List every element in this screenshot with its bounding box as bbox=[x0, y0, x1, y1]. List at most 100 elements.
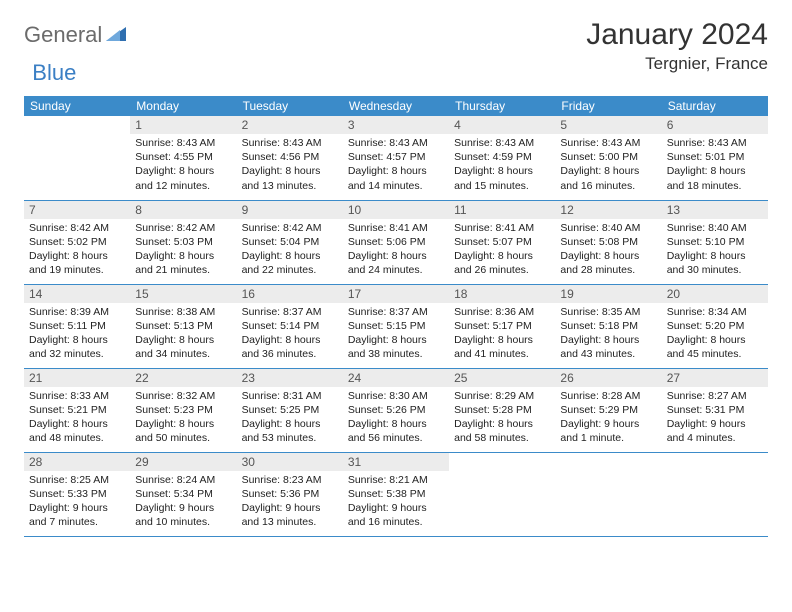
sunset-text: Sunset: 5:01 PM bbox=[667, 150, 763, 164]
calendar-day-cell: 23Sunrise: 8:31 AMSunset: 5:25 PMDayligh… bbox=[237, 368, 343, 452]
sunset-text: Sunset: 4:55 PM bbox=[135, 150, 231, 164]
sunrise-text: Sunrise: 8:42 AM bbox=[29, 221, 125, 235]
sunrise-text: Sunrise: 8:25 AM bbox=[29, 473, 125, 487]
daylight-text-1: Daylight: 8 hours bbox=[242, 333, 338, 347]
sunrise-text: Sunrise: 8:39 AM bbox=[29, 305, 125, 319]
daylight-text-1: Daylight: 9 hours bbox=[29, 501, 125, 515]
daylight-text-1: Daylight: 8 hours bbox=[667, 249, 763, 263]
calendar-day-cell: 27Sunrise: 8:27 AMSunset: 5:31 PMDayligh… bbox=[662, 368, 768, 452]
day-number: 16 bbox=[237, 285, 343, 303]
sunrise-text: Sunrise: 8:31 AM bbox=[242, 389, 338, 403]
calendar-day-cell: 28Sunrise: 8:25 AMSunset: 5:33 PMDayligh… bbox=[24, 452, 130, 536]
calendar-week-row: 28Sunrise: 8:25 AMSunset: 5:33 PMDayligh… bbox=[24, 452, 768, 536]
sunrise-text: Sunrise: 8:23 AM bbox=[242, 473, 338, 487]
daylight-text-2: and 34 minutes. bbox=[135, 347, 231, 361]
title-block: January 2024 Tergnier, France bbox=[586, 18, 768, 74]
day-number: 21 bbox=[24, 369, 130, 387]
sunset-text: Sunset: 5:33 PM bbox=[29, 487, 125, 501]
sunset-text: Sunset: 5:29 PM bbox=[560, 403, 656, 417]
sunrise-text: Sunrise: 8:43 AM bbox=[242, 136, 338, 150]
weekday-header: Thursday bbox=[449, 96, 555, 116]
daylight-text-1: Daylight: 8 hours bbox=[29, 333, 125, 347]
day-number: 28 bbox=[24, 453, 130, 471]
daylight-text-1: Daylight: 8 hours bbox=[29, 417, 125, 431]
sunrise-text: Sunrise: 8:24 AM bbox=[135, 473, 231, 487]
day-data: Sunrise: 8:34 AMSunset: 5:20 PMDaylight:… bbox=[662, 303, 768, 366]
daylight-text-2: and 45 minutes. bbox=[667, 347, 763, 361]
day-number: 24 bbox=[343, 369, 449, 387]
location: Tergnier, France bbox=[586, 54, 768, 74]
daylight-text-1: Daylight: 8 hours bbox=[560, 249, 656, 263]
logo-text-general: General bbox=[24, 22, 102, 48]
sunrise-text: Sunrise: 8:32 AM bbox=[135, 389, 231, 403]
day-data: Sunrise: 8:43 AMSunset: 4:57 PMDaylight:… bbox=[343, 134, 449, 197]
day-number: 20 bbox=[662, 285, 768, 303]
calendar-day-cell: 9Sunrise: 8:42 AMSunset: 5:04 PMDaylight… bbox=[237, 200, 343, 284]
sunset-text: Sunset: 5:14 PM bbox=[242, 319, 338, 333]
calendar-page: General January 2024 Tergnier, France Ge… bbox=[0, 0, 792, 555]
day-data: Sunrise: 8:43 AMSunset: 4:55 PMDaylight:… bbox=[130, 134, 236, 197]
calendar-week-row: 1Sunrise: 8:43 AMSunset: 4:55 PMDaylight… bbox=[24, 116, 768, 200]
sunset-text: Sunset: 5:21 PM bbox=[29, 403, 125, 417]
sunset-text: Sunset: 5:25 PM bbox=[242, 403, 338, 417]
calendar-day-cell: 13Sunrise: 8:40 AMSunset: 5:10 PMDayligh… bbox=[662, 200, 768, 284]
sunrise-text: Sunrise: 8:43 AM bbox=[348, 136, 444, 150]
day-data: Sunrise: 8:40 AMSunset: 5:10 PMDaylight:… bbox=[662, 219, 768, 282]
daylight-text-2: and 16 minutes. bbox=[348, 515, 444, 529]
calendar-day-cell: 16Sunrise: 8:37 AMSunset: 5:14 PMDayligh… bbox=[237, 284, 343, 368]
day-data: Sunrise: 8:43 AMSunset: 4:59 PMDaylight:… bbox=[449, 134, 555, 197]
logo-triangle-icon bbox=[106, 25, 126, 46]
calendar-day-cell: 3Sunrise: 8:43 AMSunset: 4:57 PMDaylight… bbox=[343, 116, 449, 200]
daylight-text-2: and 26 minutes. bbox=[454, 263, 550, 277]
calendar-body: 1Sunrise: 8:43 AMSunset: 4:55 PMDaylight… bbox=[24, 116, 768, 536]
day-data: Sunrise: 8:29 AMSunset: 5:28 PMDaylight:… bbox=[449, 387, 555, 450]
daylight-text-2: and 1 minute. bbox=[560, 431, 656, 445]
day-number: 9 bbox=[237, 201, 343, 219]
day-data: Sunrise: 8:37 AMSunset: 5:15 PMDaylight:… bbox=[343, 303, 449, 366]
calendar-day-cell: 20Sunrise: 8:34 AMSunset: 5:20 PMDayligh… bbox=[662, 284, 768, 368]
calendar-day-cell bbox=[555, 452, 661, 536]
daylight-text-1: Daylight: 9 hours bbox=[242, 501, 338, 515]
calendar-day-cell: 19Sunrise: 8:35 AMSunset: 5:18 PMDayligh… bbox=[555, 284, 661, 368]
calendar-day-cell: 5Sunrise: 8:43 AMSunset: 5:00 PMDaylight… bbox=[555, 116, 661, 200]
calendar-day-cell: 21Sunrise: 8:33 AMSunset: 5:21 PMDayligh… bbox=[24, 368, 130, 452]
calendar-day-cell: 1Sunrise: 8:43 AMSunset: 4:55 PMDaylight… bbox=[130, 116, 236, 200]
day-number: 18 bbox=[449, 285, 555, 303]
sunset-text: Sunset: 5:18 PM bbox=[560, 319, 656, 333]
calendar-table: Sunday Monday Tuesday Wednesday Thursday… bbox=[24, 96, 768, 537]
sunrise-text: Sunrise: 8:27 AM bbox=[667, 389, 763, 403]
sunrise-text: Sunrise: 8:38 AM bbox=[135, 305, 231, 319]
day-number: 17 bbox=[343, 285, 449, 303]
sunset-text: Sunset: 5:20 PM bbox=[667, 319, 763, 333]
calendar-day-cell: 6Sunrise: 8:43 AMSunset: 5:01 PMDaylight… bbox=[662, 116, 768, 200]
calendar-day-cell bbox=[24, 116, 130, 200]
calendar-day-cell: 31Sunrise: 8:21 AMSunset: 5:38 PMDayligh… bbox=[343, 452, 449, 536]
sunset-text: Sunset: 4:59 PM bbox=[454, 150, 550, 164]
day-number: 2 bbox=[237, 116, 343, 134]
day-number: 27 bbox=[662, 369, 768, 387]
day-data: Sunrise: 8:43 AMSunset: 5:00 PMDaylight:… bbox=[555, 134, 661, 197]
day-data: Sunrise: 8:42 AMSunset: 5:04 PMDaylight:… bbox=[237, 219, 343, 282]
day-data: Sunrise: 8:28 AMSunset: 5:29 PMDaylight:… bbox=[555, 387, 661, 450]
daylight-text-1: Daylight: 8 hours bbox=[29, 249, 125, 263]
sunset-text: Sunset: 5:13 PM bbox=[135, 319, 231, 333]
daylight-text-2: and 19 minutes. bbox=[29, 263, 125, 277]
day-data: Sunrise: 8:23 AMSunset: 5:36 PMDaylight:… bbox=[237, 471, 343, 534]
day-number: 15 bbox=[130, 285, 236, 303]
daylight-text-2: and 16 minutes. bbox=[560, 179, 656, 193]
calendar-header-row: Sunday Monday Tuesday Wednesday Thursday… bbox=[24, 96, 768, 116]
calendar-week-row: 7Sunrise: 8:42 AMSunset: 5:02 PMDaylight… bbox=[24, 200, 768, 284]
day-data: Sunrise: 8:32 AMSunset: 5:23 PMDaylight:… bbox=[130, 387, 236, 450]
day-data: Sunrise: 8:25 AMSunset: 5:33 PMDaylight:… bbox=[24, 471, 130, 534]
daylight-text-1: Daylight: 8 hours bbox=[348, 164, 444, 178]
calendar-day-cell bbox=[662, 452, 768, 536]
daylight-text-1: Daylight: 8 hours bbox=[348, 417, 444, 431]
sunrise-text: Sunrise: 8:29 AM bbox=[454, 389, 550, 403]
weekday-header: Monday bbox=[130, 96, 236, 116]
sunrise-text: Sunrise: 8:40 AM bbox=[667, 221, 763, 235]
sunset-text: Sunset: 5:06 PM bbox=[348, 235, 444, 249]
sunset-text: Sunset: 5:26 PM bbox=[348, 403, 444, 417]
day-number: 14 bbox=[24, 285, 130, 303]
day-number: 6 bbox=[662, 116, 768, 134]
day-data: Sunrise: 8:42 AMSunset: 5:03 PMDaylight:… bbox=[130, 219, 236, 282]
